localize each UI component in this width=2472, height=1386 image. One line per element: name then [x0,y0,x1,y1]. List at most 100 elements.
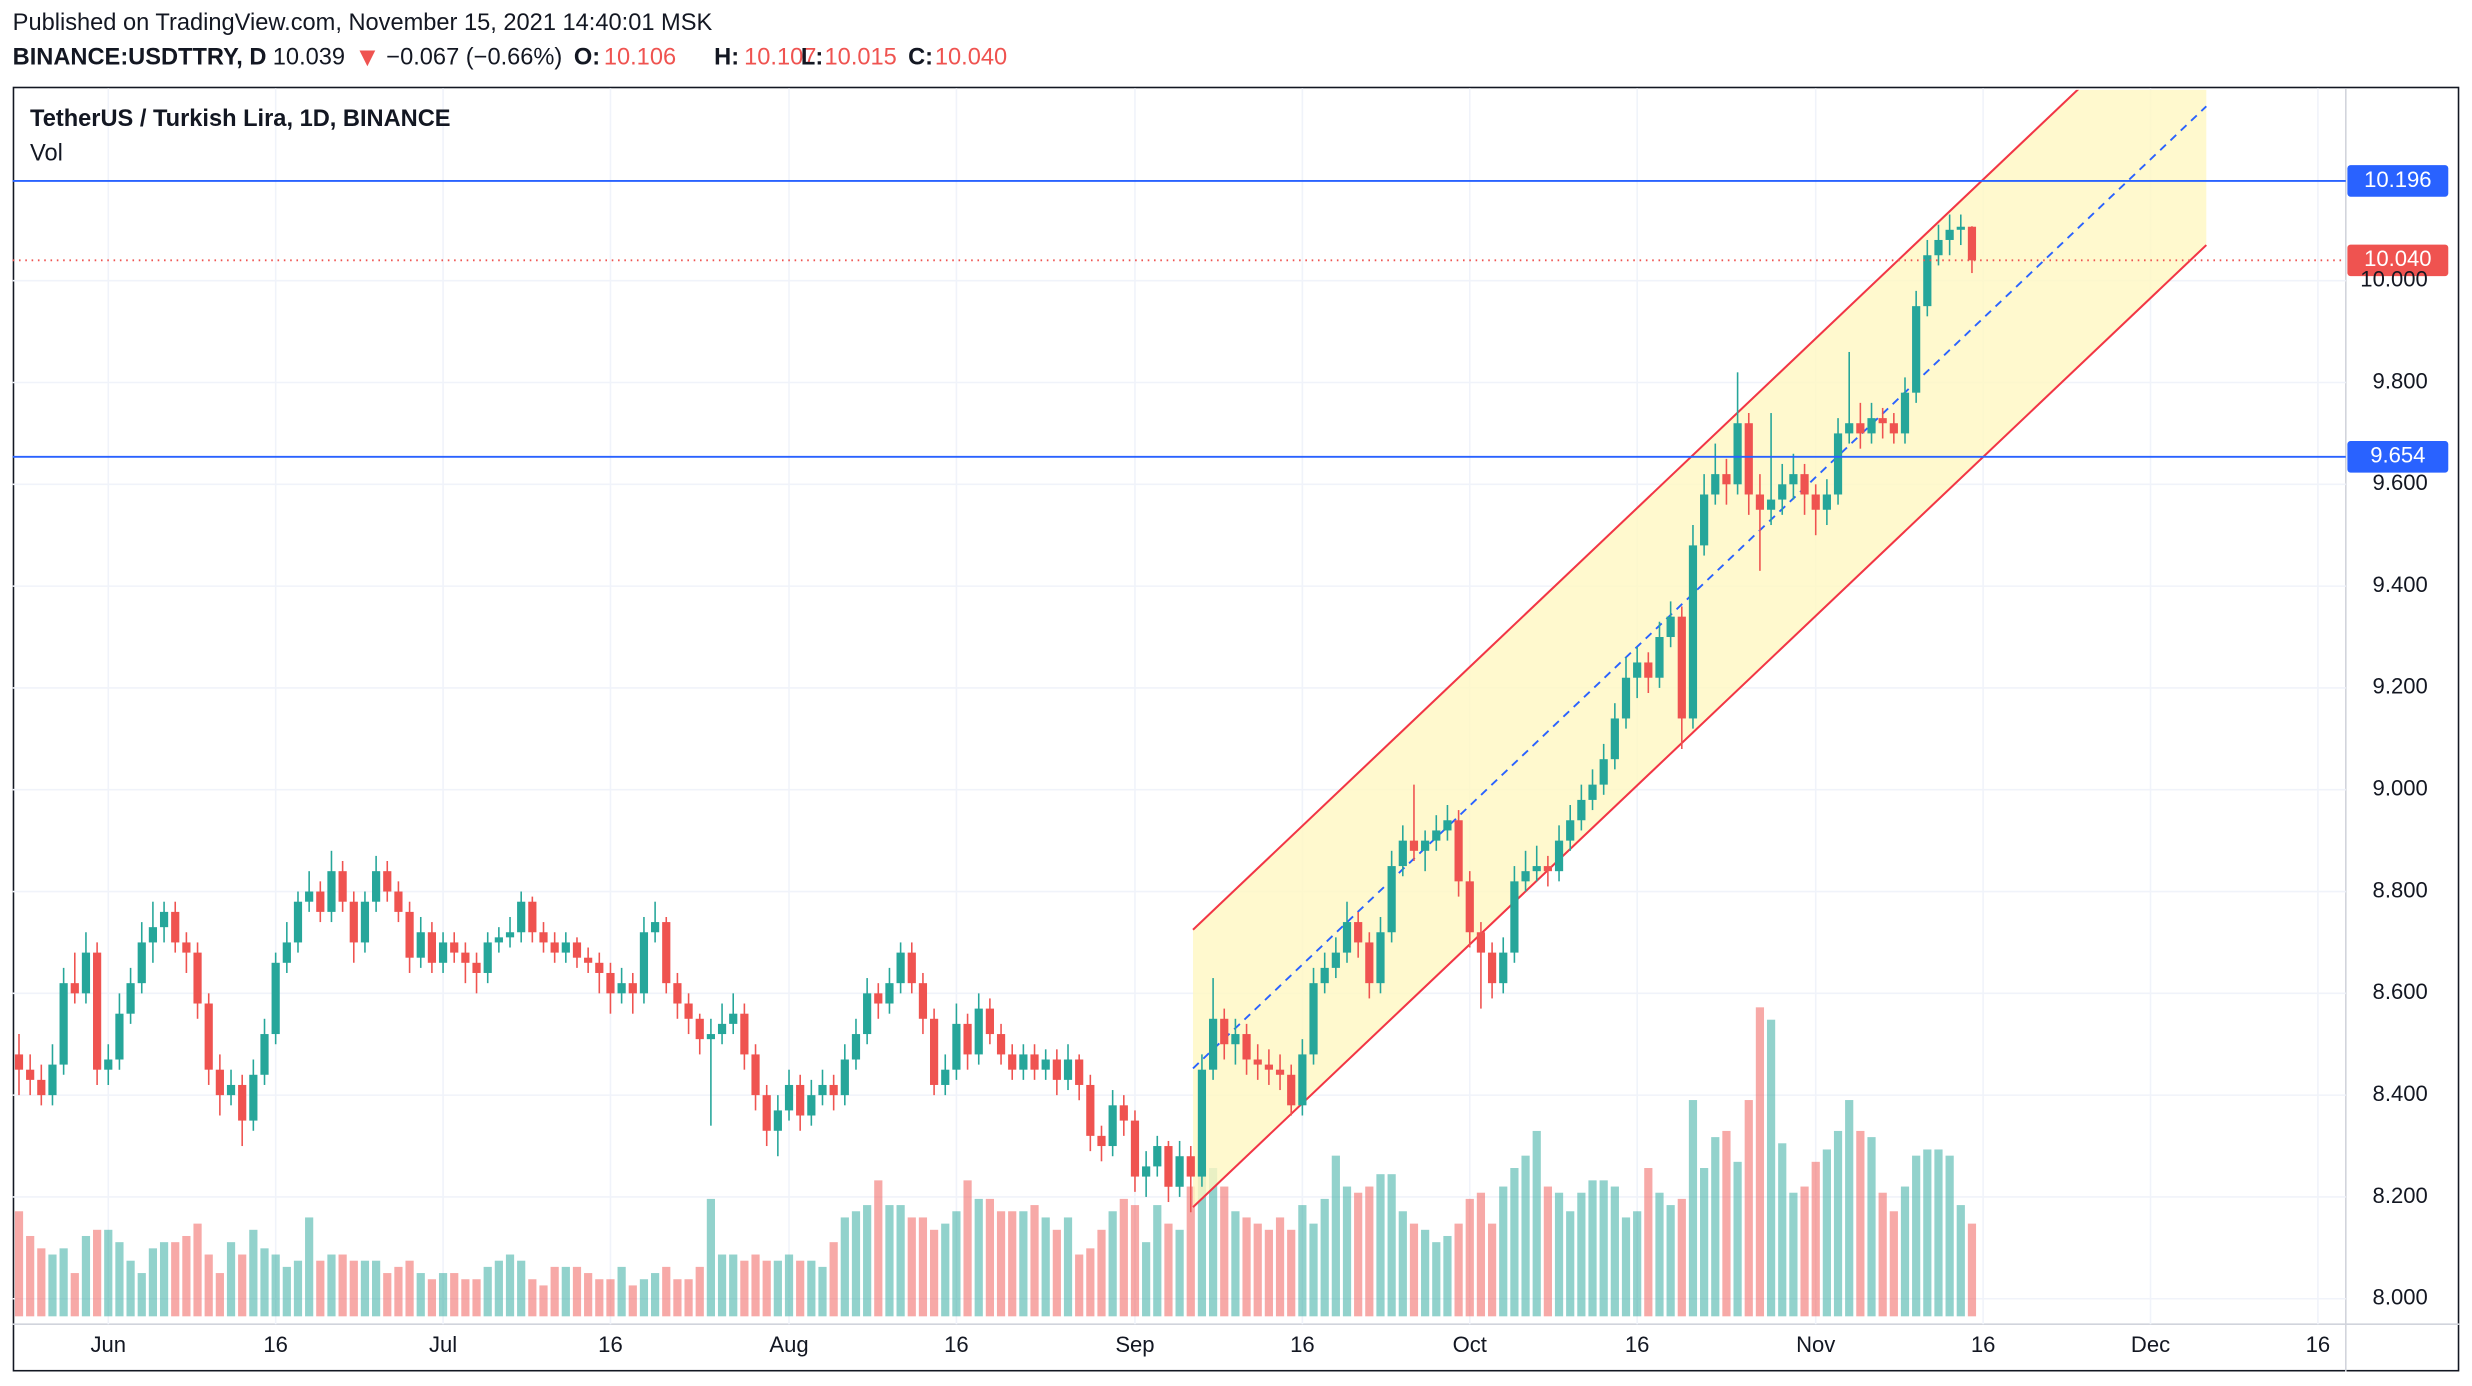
candle-body [1845,423,1854,434]
volume-bar [104,1229,113,1317]
candle-body [550,942,559,953]
candle-body [717,1023,727,1035]
candle-body [226,1084,236,1096]
volume-bar [293,1260,303,1317]
volume-bar [1376,1174,1385,1317]
volume-bar [1878,1192,1887,1317]
candle-body [1666,616,1675,638]
volume-bar [171,1242,180,1317]
volume-bar [1521,1155,1530,1317]
volume-bar [896,1205,905,1317]
low-value: 10.015 [825,45,897,71]
candle-body [952,1023,961,1070]
candle-body [416,932,425,958]
candle-body [1052,1059,1061,1080]
candle-body [1956,226,1965,230]
channel-mid [1192,105,2207,1070]
candle-body [1264,1064,1273,1070]
candle-body [684,1003,693,1019]
volume-bar [1119,1198,1128,1317]
candle-body [1778,484,1787,500]
volume-bar [215,1273,224,1317]
candle-body [1365,942,1374,984]
candle-body [1075,1059,1084,1085]
volume-bar [1554,1192,1564,1317]
volume-bar [885,1205,894,1317]
candle-body [1967,226,1977,261]
volume-bar [249,1229,258,1317]
volume-bar [617,1266,626,1317]
volume-bar [159,1242,169,1317]
candle-body [204,1003,213,1070]
volume-bar [204,1254,213,1317]
candle-body [1822,494,1831,510]
candle-body [1889,423,1898,434]
x-tick-label: Aug [769,1332,808,1357]
candle-body [1242,1034,1251,1060]
volume-bar [740,1260,749,1317]
volume-bar [628,1285,637,1317]
candle-body [729,1013,738,1024]
candle-body [941,1069,950,1085]
volume-bar [349,1260,358,1317]
volume-bar [517,1260,526,1317]
price-label: 9.654 [2370,443,2425,468]
volume-bar [929,1229,939,1317]
volume-bar [1097,1229,1106,1317]
candle-body [1789,474,1798,485]
candle-body [1644,662,1653,678]
candle-body [1287,1074,1296,1106]
candle-body [606,972,615,994]
candle-body [773,1110,782,1131]
candle-body [561,942,570,953]
volume-bar [1298,1205,1307,1317]
volume-bar [1164,1223,1173,1317]
volume-bar [773,1260,782,1317]
candle-body [450,942,459,953]
candle-body [1521,871,1530,882]
volume-bar [952,1211,961,1317]
volume-bar [182,1235,191,1317]
x-tick-label: 16 [2306,1332,2331,1357]
candle-body [1867,418,1876,434]
candle-body [829,1084,838,1096]
volume-bar [427,1279,437,1317]
candle-body [1532,866,1541,872]
candle-body [662,922,671,984]
volume-bar [662,1266,671,1317]
volume-bar [595,1279,604,1317]
volume-bar [1075,1254,1084,1317]
candle-body [1766,499,1776,510]
volume-bar [784,1254,794,1317]
volume-bar [651,1273,660,1317]
candle-body [1008,1054,1017,1070]
candle-body [438,942,448,963]
volume-bar [505,1254,515,1317]
x-tick-label: 16 [1971,1332,1996,1357]
candle-body [1186,1156,1195,1177]
candle-body [1700,494,1709,546]
volume-bar [863,1205,872,1317]
volume-bar [695,1266,704,1317]
change: −0.067 (−0.66%) [386,45,562,71]
volume-bar [1655,1192,1664,1317]
candle-body [1298,1054,1307,1106]
volume-bar [93,1229,102,1317]
volume-bar [1409,1223,1419,1317]
candle-body [1655,637,1664,678]
candle-body [338,871,347,902]
candle-body [1153,1146,1162,1167]
candle-body [1722,474,1731,485]
volume-bar [1766,1019,1776,1317]
candle-body [305,891,314,902]
volume-bar [70,1273,79,1317]
candle-body [1577,799,1586,821]
volume-bar [405,1260,414,1317]
x-tick-label: 16 [1290,1332,1315,1357]
volume-label: Vol [30,141,63,167]
candle-body [1554,840,1564,872]
candle-body [751,1054,760,1096]
volume-bar [472,1279,481,1317]
